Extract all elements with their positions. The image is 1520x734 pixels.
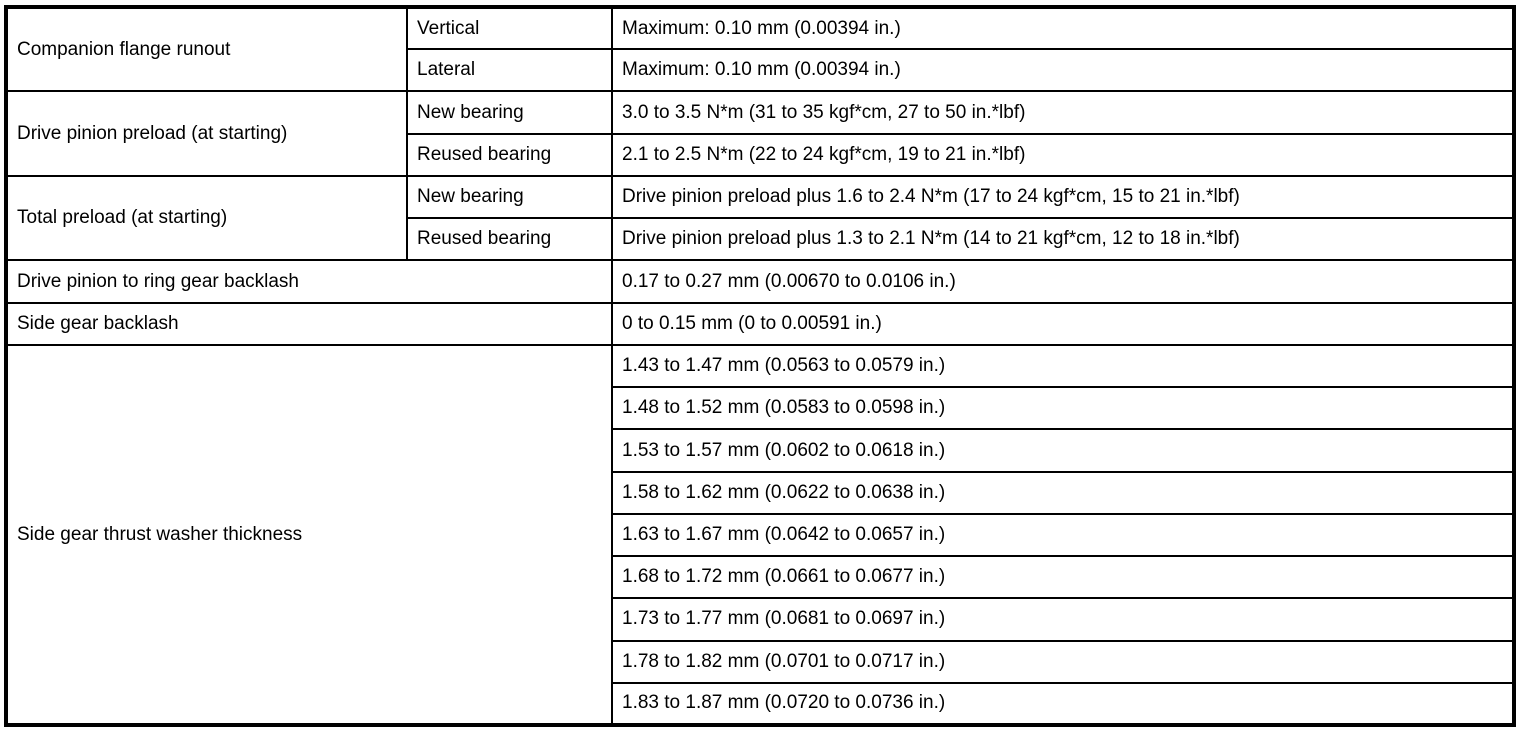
value-cell: 1.48 to 1.52 mm (0.0583 to 0.0598 in.) — [611, 386, 1515, 431]
table-row: Companion flange runout Vertical Maximum… — [5, 5, 1515, 93]
value-cell: Maximum: 0.10 mm (0.00394 in.) — [611, 5, 1515, 51]
table-row: Lateral Maximum: 0.10 mm (0.00394 in.) — [6, 48, 1515, 93]
value-cell: 0 to 0.15 mm (0 to 0.00591 in.) — [611, 301, 1515, 346]
value-cell: 1.68 to 1.72 mm (0.0661 to 0.0677 in.) — [611, 555, 1515, 600]
value-cell: 1.78 to 1.82 mm (0.0701 to 0.0717 in.) — [611, 639, 1515, 684]
condition-cell: Reused bearing — [406, 133, 613, 177]
value-cell: Drive pinion preload plus 1.3 to 2.1 N*m… — [611, 217, 1515, 262]
value-cell: 3.0 to 3.5 N*m (31 to 35 kgf*cm, 27 to 5… — [611, 90, 1515, 135]
value-cell: Maximum: 0.10 mm (0.00394 in.) — [611, 48, 1515, 93]
condition-cell: Reused bearing — [406, 217, 613, 262]
table-row: 1.83 to 1.87 mm (0.0720 to 0.0736 in.) — [6, 681, 1515, 727]
condition-cell: Vertical — [406, 5, 613, 51]
table-row: 1.63 to 1.67 mm (0.0642 to 0.0657 in.) — [6, 512, 1515, 558]
table-row: 1.58 to 1.62 mm (0.0622 to 0.0638 in.) — [6, 470, 1515, 515]
table-row: 1.53 to 1.57 mm (0.0602 to 0.0618 in.) — [6, 428, 1515, 473]
table-row: 1.78 to 1.82 mm (0.0701 to 0.0717 in.) — [6, 639, 1515, 684]
condition-cell: New bearing — [406, 90, 613, 135]
table-row: Side gear backlash 0 to 0.15 mm (0 to 0.… — [5, 301, 1515, 346]
value-cell: 1.63 to 1.67 mm (0.0642 to 0.0657 in.) — [611, 512, 1515, 558]
value-cell: 1.53 to 1.57 mm (0.0602 to 0.0618 in.) — [611, 428, 1515, 473]
table-row: Drive pinion preload (at starting) New b… — [5, 90, 1515, 177]
value-cell: Drive pinion preload plus 1.6 to 2.4 N*m… — [611, 174, 1515, 220]
value-cell: 0.17 to 0.27 mm (0.00670 to 0.0106 in.) — [611, 259, 1515, 304]
value-cell: 1.83 to 1.87 mm (0.0720 to 0.0736 in.) — [611, 681, 1515, 727]
condition-cell: Lateral — [406, 48, 613, 93]
value-cell: 2.1 to 2.5 N*m (22 to 24 kgf*cm, 19 to 2… — [611, 133, 1515, 177]
value-cell: 1.58 to 1.62 mm (0.0622 to 0.0638 in.) — [611, 470, 1515, 515]
table-row: 1.48 to 1.52 mm (0.0583 to 0.0598 in.) — [6, 386, 1515, 431]
condition-cell: New bearing — [406, 174, 613, 220]
table-row: Side gear thrust washer thickness 1.43 t… — [5, 343, 1515, 727]
param-side-gear-thrust-washer-thickness: Side gear thrust washer thickness — [5, 343, 613, 727]
param-side-gear-backlash: Side gear backlash — [5, 301, 613, 346]
param-drive-pinion-ring-gear-backlash: Drive pinion to ring gear backlash — [5, 259, 613, 304]
value-cell: 1.73 to 1.77 mm (0.0681 to 0.0697 in.) — [611, 597, 1515, 642]
table-row: 1.68 to 1.72 mm (0.0661 to 0.0677 in.) — [6, 555, 1515, 600]
table-row: Drive pinion to ring gear backlash 0.17 … — [5, 259, 1515, 304]
table-row: 1.73 to 1.77 mm (0.0681 to 0.0697 in.) — [6, 597, 1515, 642]
param-drive-pinion-preload: Drive pinion preload (at starting) — [5, 90, 408, 177]
param-companion-flange-runout: Companion flange runout — [5, 5, 408, 93]
table-row: Total preload (at starting) New bearing … — [5, 174, 1515, 262]
param-total-preload: Total preload (at starting) — [5, 174, 408, 262]
table-row: Reused bearing Drive pinion preload plus… — [6, 217, 1515, 262]
value-cell: 1.43 to 1.47 mm (0.0563 to 0.0579 in.) — [611, 343, 1515, 389]
table-row: Reused bearing 2.1 to 2.5 N*m (22 to 24 … — [6, 133, 1515, 177]
specifications-table: Companion flange runout Vertical Maximum… — [4, 5, 1516, 727]
